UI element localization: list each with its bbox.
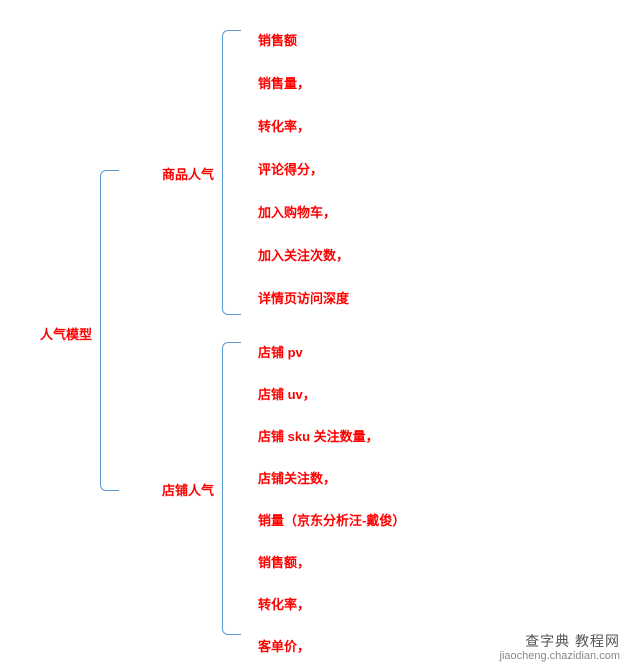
shop-leaf: 店铺 pv [258,342,303,361]
product-leaf: 加入关注次数， [258,245,349,264]
shop-leaf: 客单价， [258,636,310,655]
product-bracket-upper [222,30,241,173]
shop-branch-label: 店铺人气 [162,480,214,499]
product-branch-label: 商品人气 [162,164,214,183]
watermark-main: 查字典 教程网 [525,633,620,649]
root-node-label: 人气模型 [40,324,92,343]
shop-leaf: 店铺关注数， [258,468,336,487]
root-bracket-upper [100,170,119,331]
product-leaf: 转化率， [258,116,310,135]
root-bracket-lower [100,330,119,491]
shop-leaf: 销量（京东分析汪-戴俊） [258,510,405,529]
diagram-canvas: 人气模型 商品人气 销售额 销售量， 转化率， 评论得分， 加入购物车， 加入关… [0,0,626,667]
watermark-sub: jiaocheng.chazidian.com [500,650,620,662]
shop-leaf: 店铺 uv， [258,384,316,403]
product-leaf: 评论得分， [258,159,323,178]
product-leaf: 详情页访问深度 [258,288,349,307]
product-leaf: 加入购物车， [258,202,336,221]
shop-bracket-lower [222,488,241,635]
product-leaf: 销售额 [258,30,297,49]
shop-leaf: 店铺 sku 关注数量， [258,426,379,445]
watermark: 查字典 教程网 jiaocheng.chazidian.com [500,633,620,663]
product-leaf: 销售量， [258,73,310,92]
product-bracket-lower [222,172,241,315]
shop-bracket-upper [222,342,241,489]
shop-leaf: 转化率， [258,594,310,613]
shop-leaf: 销售额， [258,552,310,571]
